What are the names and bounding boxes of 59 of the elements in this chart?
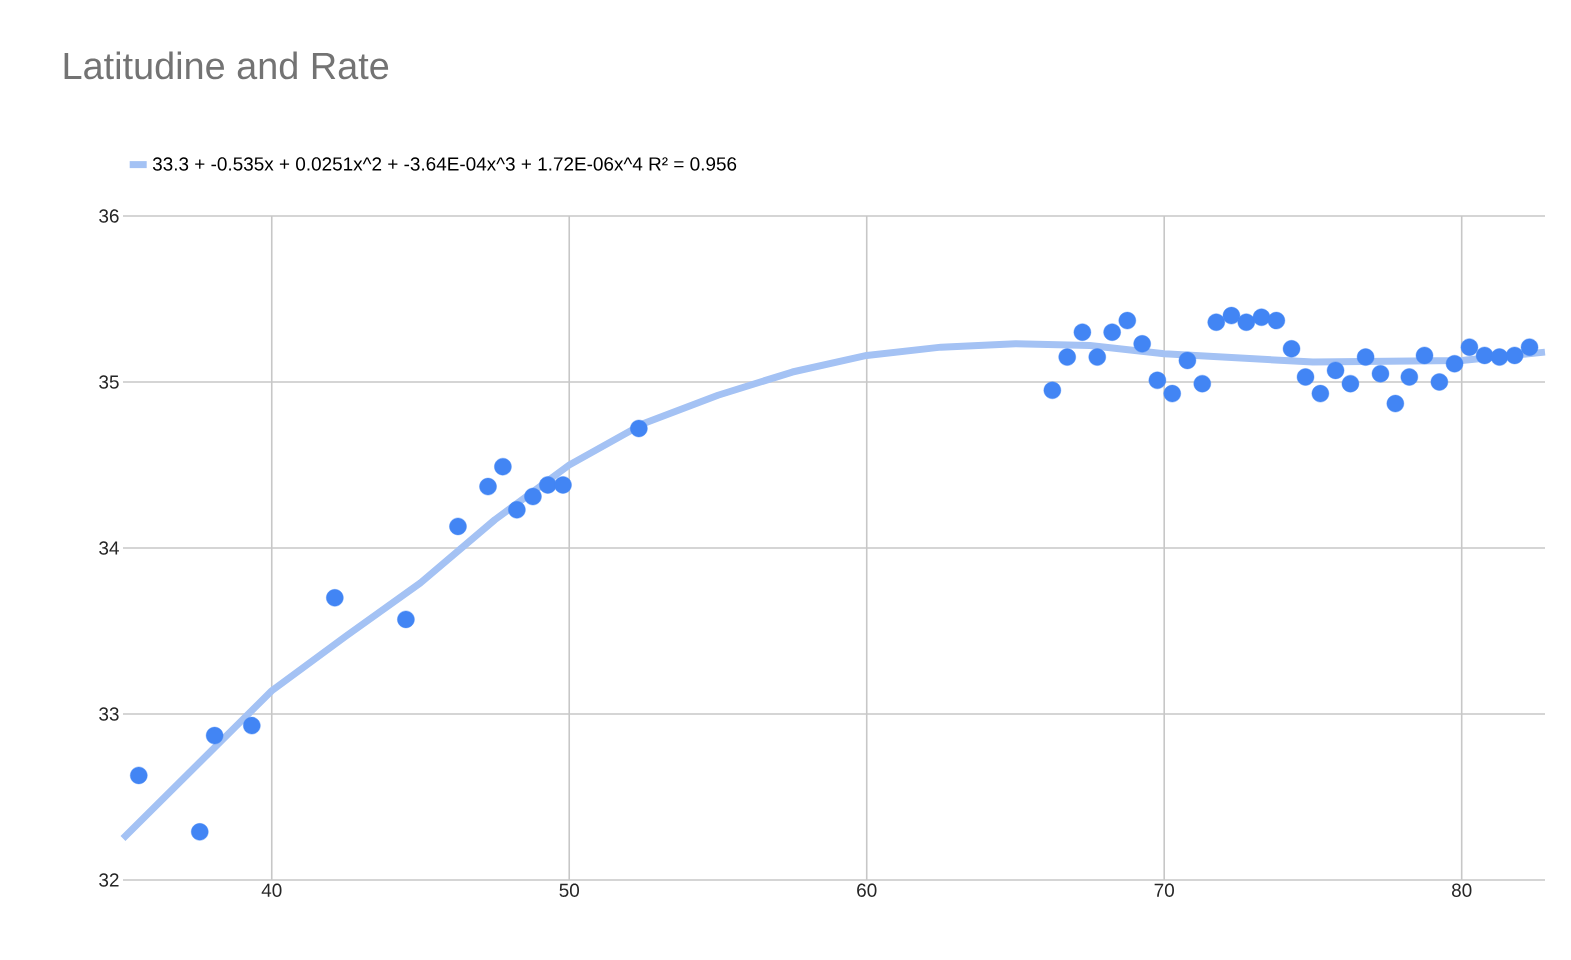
point (1178, 351, 1197, 370)
point (1475, 346, 1494, 365)
x-tick-label: 50 (559, 883, 580, 897)
point (1267, 311, 1286, 330)
point (1118, 311, 1137, 330)
x-tick-label: 80 (1452, 883, 1472, 897)
point (479, 477, 497, 496)
point (1296, 368, 1315, 386)
y-tick-label: 32 (99, 873, 119, 887)
point (1148, 371, 1167, 390)
point (1371, 365, 1390, 383)
y-tick-label: 36 (99, 209, 119, 223)
point (1341, 374, 1360, 393)
point (554, 476, 572, 494)
point (1073, 323, 1092, 341)
point (130, 766, 148, 785)
point (1282, 340, 1301, 358)
point (1237, 313, 1256, 331)
point (1430, 373, 1449, 391)
point (1207, 313, 1225, 331)
point (1505, 346, 1524, 365)
point (630, 419, 648, 438)
point (1163, 384, 1181, 403)
x-tick-label: 60 (857, 883, 877, 897)
y-tick-label: 35 (99, 375, 119, 389)
point (1043, 381, 1062, 399)
point (1088, 348, 1106, 366)
point (1133, 335, 1151, 353)
point (1490, 348, 1509, 366)
point (1311, 384, 1330, 403)
point (1222, 306, 1241, 325)
legend-label: 33.3 + -0.535x + 0.0251x^2 + -3.64E-04x^3 + 1.72E-06x^4 R² = 0.956 (152, 157, 737, 171)
chart-title: Latitudine and Rate (64, 51, 389, 80)
point (1193, 374, 1211, 393)
y-tick-label: 34 (99, 541, 119, 555)
x-tick-label: 70 (1154, 883, 1174, 897)
point (508, 501, 526, 519)
point (326, 589, 344, 607)
point (1400, 368, 1419, 386)
point (1415, 346, 1434, 365)
point (1326, 361, 1345, 380)
point (205, 726, 224, 745)
x-tick-label: 40 (261, 883, 282, 897)
point (1386, 394, 1405, 413)
point (1103, 323, 1121, 341)
point (1445, 355, 1464, 373)
point (1460, 338, 1479, 356)
point (1520, 338, 1539, 356)
point (191, 823, 209, 841)
point (1356, 348, 1375, 366)
point (1058, 348, 1076, 366)
y-tick-label: 33 (99, 707, 119, 721)
point (243, 716, 261, 735)
point (524, 487, 542, 506)
point (494, 457, 512, 476)
point (397, 610, 415, 629)
point (449, 517, 467, 536)
point (1252, 308, 1271, 326)
point (539, 476, 557, 494)
